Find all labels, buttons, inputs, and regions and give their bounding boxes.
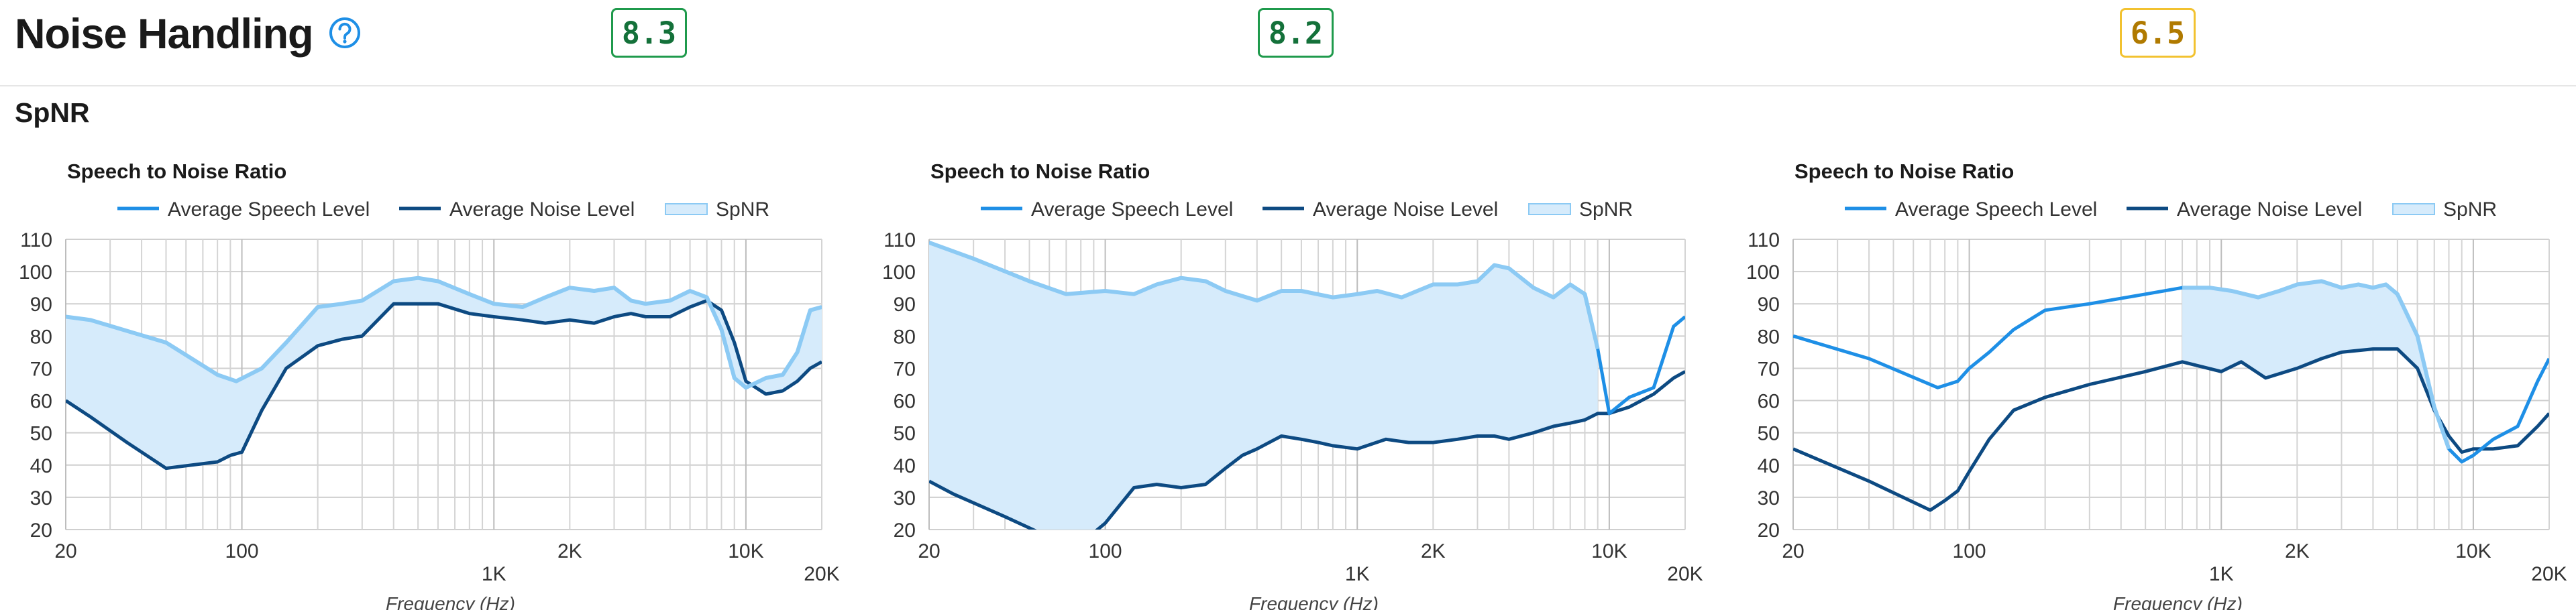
y-tick-label: 40: [1758, 455, 1780, 477]
x-tick-label: 20: [918, 540, 940, 562]
x-axis-label: Frequency (Hz): [386, 593, 515, 610]
y-tick-label: 30: [30, 487, 52, 509]
question-circle-icon[interactable]: [328, 16, 362, 50]
x-tick-label: 10K: [1591, 540, 1627, 562]
y-tick-label: 100: [1746, 261, 1780, 284]
series-line-noise: [1793, 347, 2549, 512]
x-tick-label: 100: [225, 540, 259, 562]
y-tick-label: 100: [882, 261, 916, 284]
chart-1: Speech to Noise Ratio Average Speech Leve…: [0, 147, 872, 610]
spnr-upper-edge: [66, 276, 822, 390]
y-tick-label: 70: [894, 358, 916, 380]
chart-legend: Average Speech Level Average Noise Level S…: [981, 198, 1633, 221]
series-line-speech: [1793, 280, 2549, 464]
x-tick-label: 2K: [557, 540, 582, 562]
y-tick-label: 60: [894, 391, 916, 413]
y-tick-label: 80: [30, 326, 52, 348]
legend-label-noise: Average Noise Level: [2177, 198, 2362, 221]
x-axis-label: Frequency (Hz): [1249, 593, 1379, 610]
y-tick-label: 60: [30, 391, 52, 413]
chart-grid: [1792, 239, 2550, 530]
legend-label-speech: Average Speech Level: [1895, 198, 2097, 221]
y-tick-label: 20: [1758, 520, 1780, 542]
y-tick-label: 80: [894, 326, 916, 348]
legend-label-speech: Average Speech Level: [1031, 198, 1233, 221]
x-tick-label: 2K: [1421, 540, 1446, 562]
y-tick-label: 90: [30, 294, 52, 316]
legend-label-noise: Average Noise Level: [1313, 198, 1498, 221]
y-tick-label: 60: [1758, 391, 1780, 413]
x-tick-label: 1K: [2209, 563, 2234, 585]
y-tick-label: 40: [30, 455, 52, 477]
y-tick-label: 50: [1758, 423, 1780, 445]
chart-2: Speech to Noise Ratio Average Speech Leve…: [863, 147, 1735, 610]
y-tick-label: 100: [19, 261, 52, 284]
x-tick-label: 20K: [2531, 563, 2567, 585]
chart-legend: Average Speech Level Average Noise Level S…: [117, 198, 769, 221]
x-tick-label: 10K: [2455, 540, 2491, 562]
spnr-chart-svg: Speech to Noise Ratio Average Speech Leve…: [882, 160, 1703, 610]
spnr-upper-edge: [2182, 279, 2451, 450]
x-axis-label: Frequency (Hz): [2113, 593, 2243, 610]
y-tick-label: 110: [20, 229, 52, 251]
score-badge-3: 6.5: [2120, 8, 2196, 58]
legend-swatch-spnr: [1528, 203, 1571, 215]
legend-label-spnr: SpNR: [2443, 198, 2497, 221]
spnr-chart-svg: Speech to Noise Ratio Average Speech Leve…: [19, 160, 840, 610]
header: Noise Handling 8.3 8.2 6.5: [0, 0, 2576, 86]
chart-3: Speech to Noise Ratio Average Speech Leve…: [1727, 147, 2576, 610]
x-tick-label: 1K: [1345, 563, 1370, 585]
spnr-upper-edge: [929, 240, 1600, 350]
x-tick-label: 10K: [728, 540, 763, 562]
y-tick-label: 30: [894, 487, 916, 509]
x-tick-label: 20: [54, 540, 76, 562]
x-tick-label: 1K: [482, 563, 506, 585]
legend-label-spnr: SpNR: [1579, 198, 1633, 221]
spnr-band: [929, 242, 1598, 530]
legend-label-spnr: SpNR: [716, 198, 769, 221]
chart-title: Speech to Noise Ratio: [930, 160, 1150, 183]
series-line-noise: [929, 370, 1685, 530]
x-tick-label: 100: [1953, 540, 1986, 562]
series-line-noise: [66, 298, 822, 471]
y-tick-label: 40: [894, 455, 916, 477]
chart-title: Speech to Noise Ratio: [67, 160, 286, 183]
spnr-band: [66, 278, 822, 468]
x-tick-label: 20: [1782, 540, 1804, 562]
chart-title: Speech to Noise Ratio: [1794, 160, 2014, 183]
legend-label-noise: Average Noise Level: [449, 198, 635, 221]
y-tick-label: 20: [30, 520, 52, 542]
legend-label-speech: Average Speech Level: [168, 198, 370, 221]
y-tick-label: 50: [30, 423, 52, 445]
y-tick-label: 70: [1758, 358, 1780, 380]
y-tick-label: 90: [1758, 294, 1780, 316]
x-tick-label: 20K: [804, 563, 839, 585]
score-badge-2: 8.2: [1258, 8, 1334, 58]
y-tick-label: 90: [894, 294, 916, 316]
spnr-band: [2182, 281, 2449, 449]
legend-swatch-spnr: [665, 203, 708, 215]
x-tick-label: 20K: [1667, 563, 1703, 585]
legend-swatch-spnr: [2392, 203, 2435, 215]
spnr-chart-svg: Speech to Noise Ratio Average Speech Leve…: [1746, 160, 2567, 610]
y-tick-label: 110: [883, 229, 916, 251]
x-tick-label: 100: [1089, 540, 1122, 562]
section-title: SpNR: [15, 97, 90, 128]
y-tick-label: 30: [1758, 487, 1780, 509]
chart-legend: Average Speech Level Average Noise Level S…: [1845, 198, 2497, 221]
x-tick-label: 2K: [2285, 540, 2310, 562]
page-title: Noise Handling: [15, 11, 314, 58]
y-tick-label: 50: [894, 423, 916, 445]
plot-area: [66, 276, 822, 471]
plot-area: [1793, 279, 2549, 512]
y-tick-label: 110: [1748, 229, 1780, 251]
plot-area: [929, 240, 1685, 530]
score-badge-1: 8.3: [611, 8, 687, 58]
y-tick-label: 70: [30, 358, 52, 380]
y-tick-label: 20: [894, 520, 916, 542]
y-tick-label: 80: [1758, 326, 1780, 348]
